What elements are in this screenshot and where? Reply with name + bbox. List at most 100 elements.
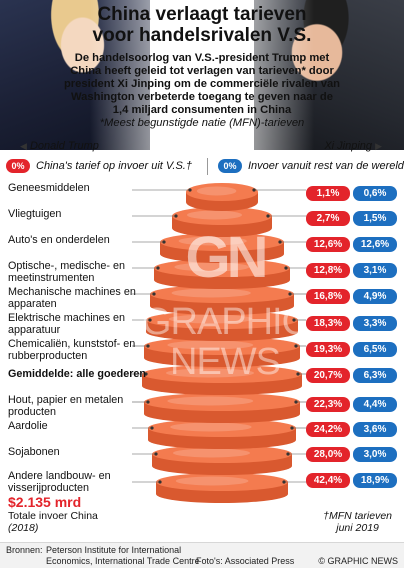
graphic-news-credit: © GRAPHIC NEWS (318, 556, 398, 566)
world-tariff-value: 6,5% (353, 342, 397, 357)
world-tariff-value: 4,4% (353, 397, 397, 412)
disc-highlight (170, 422, 252, 432)
disc-top (156, 473, 288, 491)
stack-disc (146, 311, 298, 341)
leader-dot (174, 214, 178, 218)
row-label: Sojabonen (8, 446, 60, 458)
row-label: Auto's en onderdelen (8, 234, 110, 246)
row-label: Hout, papier en metalen producten (8, 394, 124, 418)
intro-body: De handelsoorlog van V.S.-president Trum… (63, 52, 341, 116)
leader-dot (146, 400, 150, 404)
caption-xi-text: Xi Jinping (324, 140, 373, 152)
leader-dot (252, 188, 256, 192)
xi-photo (254, 0, 404, 150)
row-label: Optische-, medische- en meetinstrumenten (8, 260, 126, 284)
stack-disc (172, 207, 272, 237)
stack-disc (156, 473, 288, 503)
legend: 0% China's tarief op invoer uit V.S.† 0%… (0, 158, 404, 176)
mfn-note: †MFN tarieven juni 2019 (323, 510, 392, 534)
legend-world-pill: 0% (218, 159, 242, 173)
disc-top (150, 285, 294, 303)
stack-disc (154, 259, 290, 289)
leader-dot (162, 240, 166, 244)
disc-top (146, 311, 298, 329)
leader-dot (148, 318, 152, 322)
intro-text: De handelsoorlog van V.S.-president Trum… (62, 52, 342, 130)
sources-text: Peterson Institute for International Eco… (46, 545, 200, 566)
watermark-logo: GN (185, 225, 269, 290)
disc-highlight (178, 236, 247, 246)
leader-dot (282, 480, 286, 484)
watermark-text: GRAPHIC NEWS (141, 301, 309, 383)
intro-footnote: *Meest begunstigde natie (MFN)-tarieven (99, 117, 305, 129)
caption-arrow-left-icon: ◀ (20, 141, 27, 151)
row-label: Aardolie (8, 420, 48, 432)
china-tariff-value: 28,0% (306, 447, 350, 462)
leader-dot (292, 318, 296, 322)
leader-dot (290, 426, 294, 430)
disc-highlight (187, 210, 242, 220)
disc-top (154, 259, 290, 277)
world-tariff-value: 3,6% (353, 422, 397, 437)
photo-credit: Foto's: Associated Press (196, 556, 295, 566)
disc-top (172, 207, 272, 225)
legend-china-label: China's tarief op invoer uit V.S.† (36, 160, 192, 172)
leader-dot (288, 292, 292, 296)
world-tariff-value: 1,5% (353, 211, 397, 226)
footer: Bronnen: Peterson Institute for Internat… (0, 542, 404, 568)
china-tariff-value: 16,8% (306, 289, 350, 304)
world-tariff-value: 3,1% (353, 263, 397, 278)
leader-dot (188, 188, 192, 192)
row-label: Geneesmiddelen (8, 182, 90, 194)
legend-divider (207, 158, 208, 175)
leader-dot (266, 214, 270, 218)
leader-dot (294, 400, 298, 404)
leader-dot (284, 266, 288, 270)
stack-disc (150, 285, 294, 315)
leader-dot (156, 266, 160, 270)
disc-highlight (175, 476, 249, 486)
row-label: Andere landbouw- en visserijproducten (8, 470, 111, 494)
world-tariff-value: 0,6% (353, 186, 397, 201)
leader-dot (294, 344, 298, 348)
china-tariff-value: 12,6% (306, 237, 350, 252)
title-line-2: voor handelsrivalen V.S. (92, 25, 312, 46)
sources-label: Bronnen: (6, 545, 43, 555)
leader-dot (154, 452, 158, 456)
caption-trump-text: Donald Trump (29, 140, 99, 152)
disc-highlight (167, 396, 254, 406)
stack-disc (148, 419, 296, 449)
disc-highlight (174, 262, 250, 272)
china-tariff-value: 24,2% (306, 422, 350, 437)
mfn-note-line-2: juni 2019 (336, 522, 379, 534)
world-tariff-value: 3,3% (353, 316, 397, 331)
row-label: Chemicaliën, kunststof- en rubberproduct… (8, 338, 136, 362)
title-line-1: China verlaagt tarieven (97, 4, 307, 25)
trump-photo (0, 0, 150, 150)
disc-top (160, 233, 284, 251)
row-label: Mechanische machines en apparaten (8, 286, 136, 310)
caption-xi: Xi Jinping ▶ (324, 140, 382, 152)
world-tariff-value: 3,0% (353, 447, 397, 462)
caption-arrow-right-icon: ▶ (375, 141, 382, 151)
stack-disc (160, 233, 284, 263)
legend-world-label: Invoer vanuit rest van de wereld (248, 160, 404, 172)
leader-dot (146, 344, 150, 348)
china-tariff-value: 1,1% (306, 186, 350, 201)
china-tariff-value: 18,3% (306, 316, 350, 331)
stack-disc (152, 445, 292, 475)
page-title: China verlaagt tarieven voor handelsriva… (60, 4, 344, 46)
disc-highlight (167, 340, 254, 350)
china-tariff-value: 20,7% (306, 368, 350, 383)
leader-dot (158, 480, 162, 484)
disc-top (186, 183, 258, 201)
total-year: (2018) (8, 522, 39, 534)
row-label: Elektrische machines en apparatuur (8, 312, 126, 336)
disc-highlight (171, 288, 251, 298)
disc-highlight (168, 314, 253, 324)
stack-disc (186, 183, 258, 211)
disc-top (144, 337, 300, 355)
stack-disc (144, 337, 300, 367)
row-label: Vliegtuigen (8, 208, 62, 220)
